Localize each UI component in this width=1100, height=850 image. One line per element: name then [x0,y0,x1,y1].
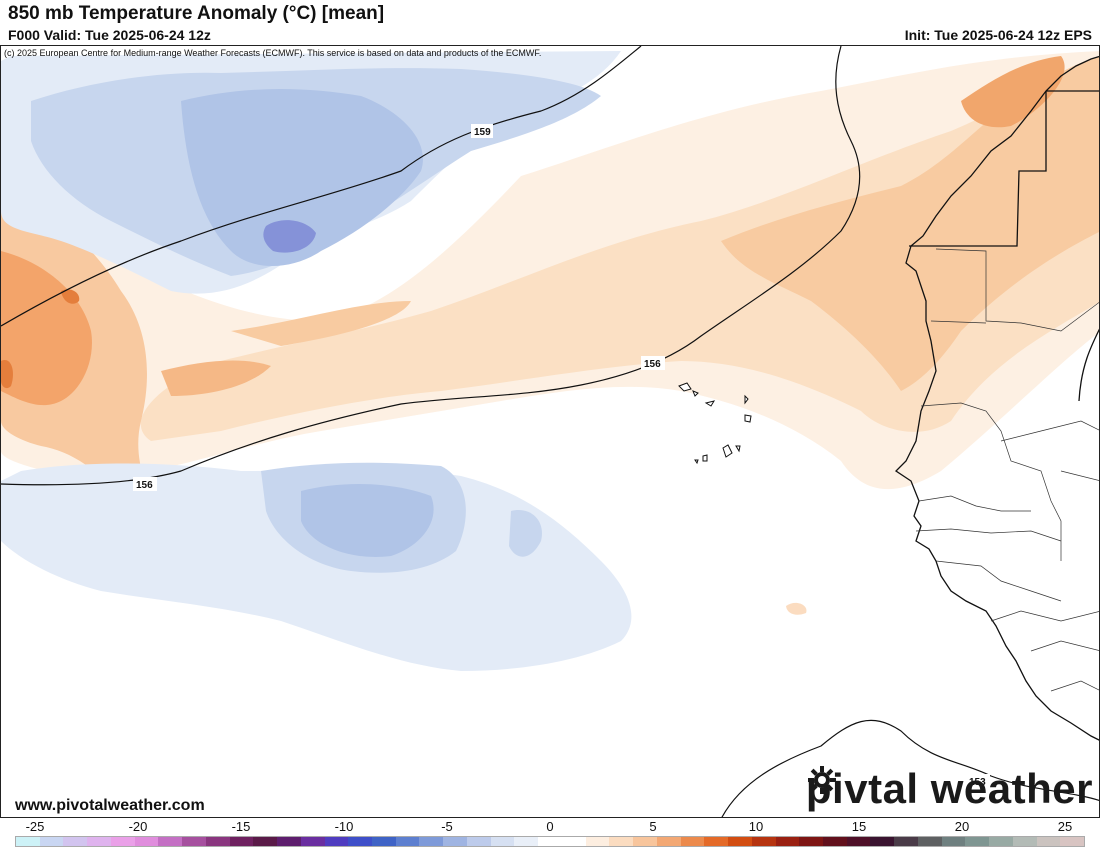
colorbar-tick-label: -5 [441,819,453,834]
colorbar-swatch [894,837,918,846]
colorbar-tick-label: 25 [1057,819,1073,834]
colorbar-swatch [63,837,88,846]
colorbar-swatch [158,837,183,846]
logo-text-right: tal weather [868,765,1093,812]
colorbar-swatch [348,837,373,846]
colorbar-swatch [585,837,610,846]
colorbar-swatch [16,837,40,846]
colorbar-tick-label: 15 [851,819,867,834]
colorbar-swatch [704,837,729,846]
init-time: Init: Tue 2025-06-24 12z EPS [904,27,1092,43]
colorbar-swatch [775,837,800,846]
colorbar-tick-label: 0 [546,819,554,834]
colorbar-tick-label: -10 [334,819,354,834]
colorbar-swatch [443,837,467,846]
colorbar-swatch [229,837,254,846]
cool-anomaly-shading [1,51,632,671]
colorbar-swatch [633,837,657,846]
colorbar-swatch [846,837,871,846]
colorbar-swatch [419,837,444,846]
colorbar-swatch [39,837,64,846]
cape-verde-islands [678,382,752,465]
colorbar-swatch [751,837,776,846]
colorbar-tick-label: 5 [649,819,657,834]
colorbar-swatch [253,837,278,846]
colorbar-swatch [728,837,752,846]
colorbar-swatch [277,837,301,846]
map-canvas: 159 156 156 153 [1,46,1099,817]
weather-map[interactable]: 159 156 156 153 (c) 2025 European Centre… [0,45,1100,818]
colorbar-swatch [182,837,206,846]
colorbar-swatch [917,837,942,846]
colorbar: -25 -20 -15 -10 -5 0 5 10 15 20 25 [0,818,1100,850]
colorbar-swatch [1036,837,1061,846]
valid-time: F000 Valid: Tue 2025-06-24 12z [8,27,211,43]
colorbar-tick-label: -15 [231,819,251,834]
warm-anomaly-shading [1,51,1099,615]
colorbar-swatches [15,836,1085,847]
colorbar-swatch [205,837,230,846]
colorbar-swatch [110,837,135,846]
colorbar-swatch [372,837,396,846]
colorbar-swatch [680,837,705,846]
colorbar-swatch [941,837,966,846]
pivotal-weather-logo: piv tal weather [806,765,1093,813]
contour-label-153: 153 [969,777,986,788]
copyright-notice: (c) 2025 European Centre for Medium-rang… [4,48,542,58]
contour-label-156-east: 156 [644,359,661,370]
coastlines [894,55,1099,741]
colorbar-swatch [1060,837,1085,846]
colorbar-swatch [514,837,539,846]
colorbar-swatch [87,837,111,846]
colorbar-swatch [822,837,847,846]
colorbar-tick-label: 20 [954,819,970,834]
colorbar-swatch [1012,837,1037,846]
colorbar-swatch [538,837,562,846]
colorbar-swatch [466,837,491,846]
colorbar-swatch [799,837,823,846]
country-borders [915,248,1099,692]
colorbar-tick-label: 10 [748,819,764,834]
colorbar-tick-label: -25 [25,819,45,834]
contour-labels: 159 156 156 153 [136,127,986,788]
colorbar-swatch [490,837,515,846]
colorbar-swatch [134,837,159,846]
colorbar-labels: -25 -20 -15 -10 -5 0 5 10 15 20 25 [0,819,1100,834]
colorbar-swatch [300,837,325,846]
colorbar-swatch [870,837,895,846]
contour-label-boxes [133,124,990,788]
website-link[interactable]: www.pivotalweather.com [15,797,205,814]
colorbar-tick-label: -20 [128,819,148,834]
colorbar-swatch [609,837,634,846]
colorbar-swatch [395,837,420,846]
colorbar-swatch [965,837,990,846]
colorbar-swatch [324,837,349,846]
sun-gear-icon [807,766,836,794]
contour-label-159: 159 [474,127,491,138]
chart-title: 850 mb Temperature Anomaly (°C) [mean] [8,3,385,24]
contour-label-156-west: 156 [136,480,153,491]
colorbar-swatch [656,837,681,846]
colorbar-swatch [989,837,1013,846]
colorbar-swatch [561,837,586,846]
height-contours [1,46,1099,817]
